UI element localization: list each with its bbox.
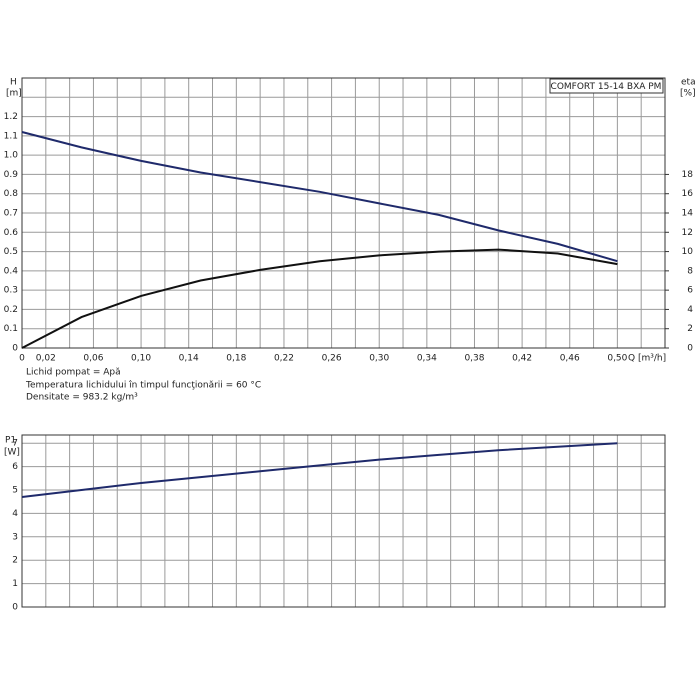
note: Temperatura lichidului în timpul funcţio… [25, 381, 261, 391]
y-tick-label: 1 [12, 579, 18, 589]
y-tick-label: 3 [12, 532, 18, 542]
y-tick-label: 1.2 [4, 112, 18, 122]
x-tick-label: 0,46 [560, 354, 580, 364]
chart-title: COMFORT 15-14 BXA PM [551, 82, 662, 92]
note: Densitate = 983.2 kg/m³ [26, 393, 138, 403]
y-tick-label: 0.2 [4, 305, 18, 315]
plot-frame [21, 77, 666, 349]
plot-frame [21, 434, 666, 608]
y-tick-label: 0.6 [4, 228, 19, 238]
x-tick-label: 0,10 [131, 354, 151, 364]
y2-tick-label: 0 [687, 344, 693, 354]
y2-tick-label: 18 [682, 170, 694, 180]
y-tick-label: 2 [12, 556, 18, 566]
x-tick-label: 0,42 [512, 354, 532, 364]
y-tick-label: 7 [12, 439, 18, 449]
x-tick-label: 0,14 [179, 354, 199, 364]
y-unit: [W] [4, 448, 20, 458]
x-tick-label: 0,34 [417, 354, 437, 364]
y2-unit: [%] [680, 89, 696, 99]
y-tick-label: 0.3 [4, 286, 18, 296]
x-tick-label: 0,18 [226, 354, 246, 364]
y2-tick-label: 4 [687, 305, 693, 315]
y2-tick-label: 10 [682, 247, 694, 257]
x-tick-label: 0,38 [464, 354, 484, 364]
y2-tick-label: 16 [682, 189, 694, 199]
x-label: Q [m³/h] [628, 354, 666, 364]
x-tick-label: 0,02 [36, 354, 56, 364]
curve [21, 248, 618, 349]
y-tick-label: 0.7 [4, 209, 18, 219]
x-tick-label: 0,22 [274, 354, 294, 364]
note: Lichid pompat = Apă [26, 368, 121, 378]
x-tick-label: 0,06 [83, 354, 103, 364]
x-tick-label: 0,30 [369, 354, 389, 364]
curve [21, 131, 618, 263]
y2-tick-label: 8 [687, 266, 693, 276]
y-tick-label: 0.8 [4, 189, 19, 199]
y-tick-label: 1.1 [4, 131, 18, 141]
y-tick-label: 0.1 [4, 324, 18, 334]
curve [21, 442, 618, 498]
y-tick-label: 5 [12, 485, 18, 495]
x-tick-label: 0,26 [322, 354, 342, 364]
x-tick-label: 0,50 [607, 354, 627, 364]
y-tick-label: 0.4 [4, 266, 19, 276]
y-tick-label: 0.9 [4, 170, 19, 180]
y2-tick-label: 12 [682, 228, 693, 238]
y2-tick-label: 14 [682, 209, 694, 219]
y2-tick-label: 6 [687, 286, 693, 296]
y-tick-label: 0 [12, 344, 18, 354]
y-tick-label: 1.0 [4, 151, 19, 161]
y-label: H [10, 78, 17, 88]
title-box [549, 78, 664, 94]
y2-label: eta [681, 78, 696, 88]
y-tick-label: 4 [12, 509, 18, 519]
y-label: P1 [5, 436, 16, 446]
y-tick-label: 0 [12, 603, 18, 613]
y2-tick-label: 2 [687, 324, 693, 334]
y-tick-label: 0.5 [4, 247, 18, 257]
y-unit: [m] [6, 89, 22, 99]
y-tick-label: 6 [12, 462, 18, 472]
x-tick-label: 0 [19, 354, 25, 364]
